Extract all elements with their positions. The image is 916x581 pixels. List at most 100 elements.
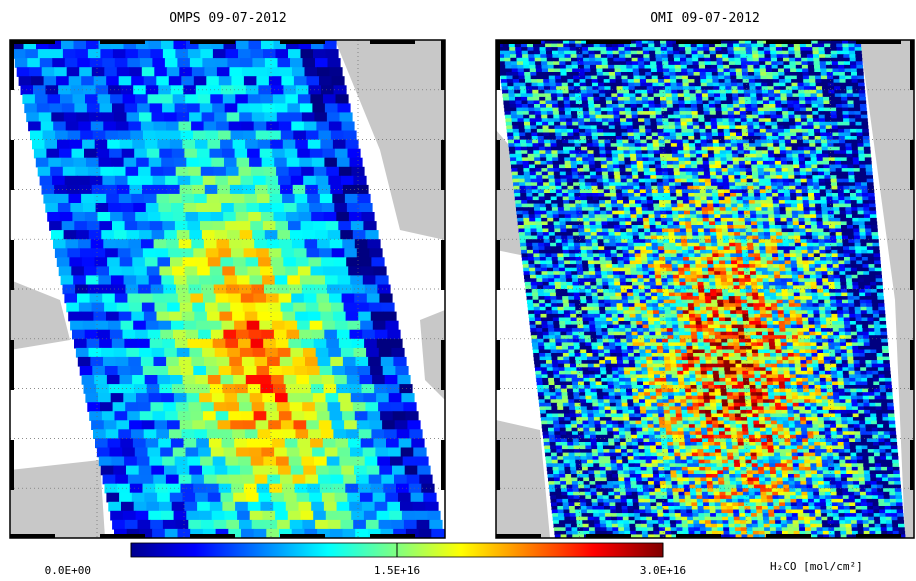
pixel	[711, 61, 718, 65]
pixel	[635, 204, 642, 208]
pixel	[417, 520, 430, 530]
pixel	[570, 211, 577, 215]
pixel	[837, 47, 844, 51]
pixel	[263, 339, 276, 349]
pixel	[179, 239, 192, 249]
pixel	[171, 203, 184, 213]
pixel	[189, 348, 202, 358]
pixel	[769, 97, 776, 101]
pixel	[520, 239, 527, 243]
pixel	[15, 58, 28, 68]
pixel	[631, 111, 638, 115]
pixel	[363, 221, 376, 231]
pixel	[615, 239, 622, 243]
pixel	[275, 221, 288, 231]
pixel	[815, 204, 822, 208]
pixel	[668, 54, 675, 58]
pixel	[681, 239, 688, 243]
pixel	[297, 321, 310, 331]
pixel	[741, 122, 748, 126]
pixel	[348, 266, 361, 276]
pixel	[214, 285, 227, 295]
pixel	[52, 176, 65, 186]
pixel	[666, 211, 673, 215]
pixel	[795, 179, 802, 183]
pixel	[127, 294, 140, 304]
pixel	[791, 79, 798, 83]
pixel	[712, 136, 719, 140]
pixel	[828, 90, 835, 94]
pixel	[559, 165, 566, 169]
pixel	[598, 189, 605, 193]
pixel	[822, 147, 829, 151]
pixel	[179, 475, 192, 485]
pixel	[722, 54, 729, 58]
pixel	[651, 129, 658, 133]
pixel	[639, 179, 646, 183]
pixel	[753, 65, 760, 69]
pixel	[209, 321, 222, 331]
pixel	[848, 172, 855, 176]
pixel	[326, 221, 339, 231]
pixel	[525, 129, 532, 133]
pixel	[786, 211, 793, 215]
pixel	[863, 204, 870, 208]
pixel	[131, 429, 144, 439]
pixel	[651, 239, 658, 243]
land	[10, 460, 105, 538]
border-check	[441, 140, 445, 190]
pixel	[612, 154, 619, 158]
pixel	[652, 136, 659, 140]
pixel	[83, 203, 96, 213]
pixel	[803, 204, 810, 208]
pixel	[363, 448, 376, 458]
pixel	[808, 129, 815, 133]
pixel	[147, 266, 160, 276]
pixel	[316, 466, 329, 476]
pixel	[326, 167, 339, 177]
pixel	[594, 104, 601, 108]
pixel	[147, 384, 160, 394]
pixel	[236, 40, 249, 50]
pixel	[371, 429, 384, 439]
pixel	[219, 484, 232, 494]
pixel	[583, 214, 590, 218]
pixel	[106, 493, 119, 503]
pixel	[590, 122, 597, 126]
pixel	[272, 203, 285, 213]
pixel	[745, 161, 752, 165]
pixel	[171, 438, 184, 448]
pixel	[535, 165, 542, 169]
pixel	[631, 214, 638, 218]
pixel	[823, 221, 830, 225]
pixel	[804, 211, 811, 215]
pixel	[754, 246, 761, 250]
pixel	[859, 165, 866, 169]
pixel	[124, 339, 137, 349]
pixel	[802, 189, 809, 193]
pixel	[94, 194, 107, 204]
pixel	[377, 339, 390, 349]
pixel	[337, 448, 350, 458]
pixel	[242, 67, 255, 77]
pixel	[413, 448, 426, 458]
pixel	[617, 147, 624, 151]
pixel	[633, 129, 640, 133]
pixel	[109, 266, 122, 276]
pixel	[245, 429, 258, 439]
pixel	[794, 236, 801, 240]
pixel	[320, 140, 333, 150]
pixel	[541, 61, 548, 65]
pixel	[630, 211, 637, 215]
pixel	[75, 167, 88, 177]
pixel	[808, 197, 815, 201]
pixel	[832, 65, 839, 69]
pixel	[112, 339, 125, 349]
pixel	[546, 54, 553, 58]
pixel	[797, 136, 804, 140]
pixel	[113, 466, 126, 476]
pixel	[643, 165, 650, 169]
pixel	[737, 204, 744, 208]
pixel	[594, 97, 601, 101]
pixel	[303, 176, 316, 186]
